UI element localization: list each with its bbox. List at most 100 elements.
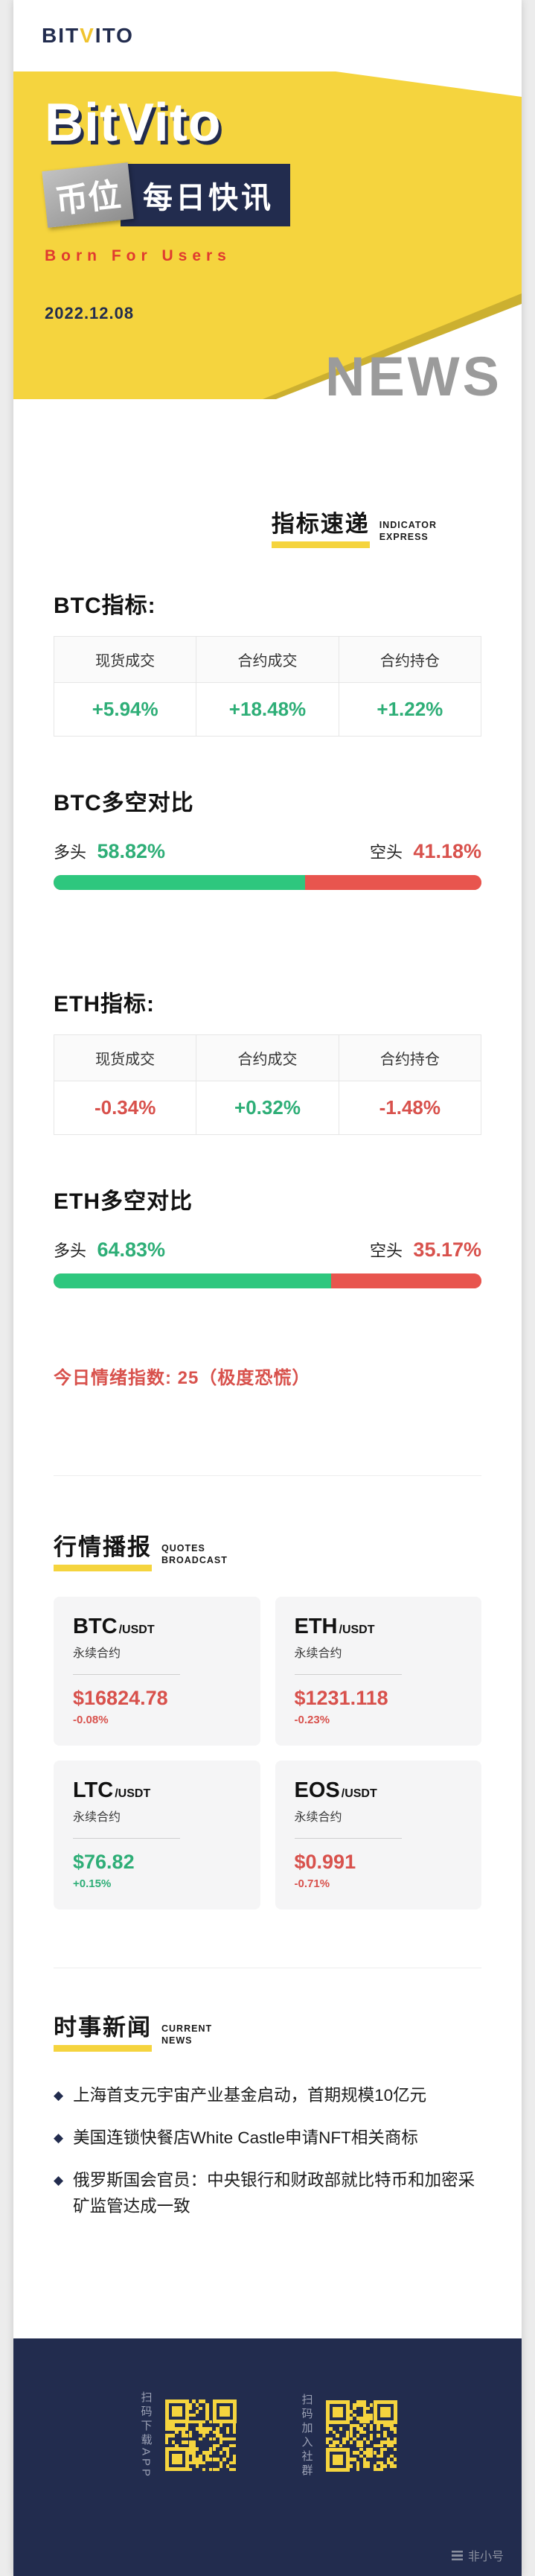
- table-value-cell: -0.34%: [53, 1081, 197, 1135]
- short-label: 空头: [369, 843, 403, 862]
- short-bar-segment: [330, 1273, 481, 1288]
- pair-change: -0.23%: [294, 1714, 330, 1726]
- logo-text-ito: ITO: [94, 24, 134, 47]
- logo-text-bit: BIT: [42, 24, 80, 47]
- pair-quote-currency: /USDT: [115, 1787, 151, 1800]
- short-value: 35.17%: [413, 1238, 481, 1261]
- qr-code-community: [325, 2400, 397, 2472]
- card-divider: [294, 1838, 402, 1839]
- feixiaohao-watermark: 非小号: [451, 2546, 504, 2564]
- eth-ratio-labels: 多头 64.83% 空头 35.17%: [54, 1238, 481, 1262]
- qr-download-group: 扫码下载APP: [138, 2391, 237, 2480]
- hero-banner: BitVito 币位 每日快讯 Born For Users 2022.12.0…: [13, 71, 522, 407]
- watermark-text: 非小号: [467, 2551, 504, 2563]
- pair-quote-currency: /USDT: [339, 1623, 375, 1636]
- table-header-cell: 合约成交: [196, 1034, 339, 1081]
- table-header-cell: 现货成交: [53, 1034, 197, 1081]
- top-bar: BITVITO: [13, 0, 522, 71]
- qr-finder-icon: [164, 2447, 189, 2472]
- issue-date: 2022.12.08: [45, 303, 135, 322]
- table-value-cell: -1.48%: [338, 1081, 482, 1135]
- short-side-label: 空头 41.18%: [370, 839, 481, 863]
- short-side-label: 空头 35.17%: [370, 1238, 481, 1262]
- diamond-bullet-icon: ◆: [54, 2088, 64, 2102]
- subtitle-line2: NEWS: [161, 2035, 193, 2046]
- long-bar-segment: [54, 875, 306, 890]
- section-header-indicator: 指标速递 INDICATOR EXPRESS: [54, 505, 481, 548]
- quote-card-eth: ETH /USDT 永续合约 $1231.118 -0.23%: [275, 1597, 481, 1746]
- contract-type: 永续合约: [73, 1647, 121, 1660]
- long-value: 58.82%: [97, 840, 166, 862]
- long-value: 64.83%: [97, 1238, 166, 1261]
- diamond-bullet-icon: ◆: [54, 2172, 64, 2187]
- qr-download-label: 扫码下载APP: [139, 2391, 153, 2480]
- table-value-cell: +1.22%: [338, 682, 482, 737]
- daily-news-badge: 每日快讯: [121, 163, 290, 226]
- subtitle-line2: BROADCAST: [161, 1554, 228, 1565]
- btc-long-short-bar: [54, 875, 481, 890]
- qr-code-download: [164, 2400, 237, 2472]
- paper-edge-wedge: [336, 71, 522, 97]
- eth-long-short-bar: [54, 1273, 481, 1288]
- footer: 扫码下载APP 扫码加入社群 非小号: [13, 2338, 522, 2576]
- pair-price: $76.82: [73, 1851, 135, 1873]
- main-content: 指标速递 INDICATOR EXPRESS BTC指标: 现货成交 合约成交 合…: [13, 399, 522, 2338]
- qr-finder-icon: [212, 2400, 237, 2424]
- brand-slogan: Born For Users: [45, 247, 231, 264]
- section-subtitle-en: QUOTES BROADCAST: [161, 1542, 228, 1572]
- long-label: 多头: [54, 843, 87, 862]
- table-header-cell: 合约持仓: [338, 1034, 482, 1081]
- quote-card-btc: BTC /USDT 永续合约 $16824.78 -0.08%: [54, 1597, 260, 1746]
- long-side-label: 多头 64.83%: [54, 1238, 165, 1262]
- section-header-news: 时事新闻 CURRENT NEWS: [54, 2009, 481, 2052]
- qr-finder-icon: [325, 2447, 350, 2472]
- pair-quote-currency: /USDT: [118, 1623, 155, 1636]
- news-item: ◆ 美国连锁快餐店White Castle申请NFT相关商标: [54, 2125, 481, 2152]
- card-divider: [73, 1674, 181, 1675]
- news-item: ◆ 上海首支元宇宙产业基金启动，首期规模10亿元: [54, 2083, 481, 2109]
- news-item-text: 美国连锁快餐店White Castle申请NFT相关商标: [73, 2128, 418, 2147]
- brand-title: BitVito: [45, 93, 222, 153]
- pair-price: $16824.78: [73, 1687, 168, 1709]
- title-badges: 币位 每日快讯: [42, 162, 522, 228]
- pair-heading: LTC /USDT: [73, 1778, 241, 1803]
- table-header-cell: 现货成交: [53, 636, 197, 683]
- long-side-label: 多头 58.82%: [54, 839, 165, 863]
- page-curl: [276, 304, 522, 399]
- pair-quote-currency: /USDT: [341, 1787, 377, 1800]
- table-header-cell: 合约成交: [196, 636, 339, 683]
- contract-type: 永续合约: [294, 1647, 342, 1660]
- qr-finder-icon: [325, 2400, 350, 2424]
- poster-card: BITVITO BitVito 币位 每日快讯 Born For Users 2…: [13, 0, 522, 2576]
- btc-ratio-labels: 多头 58.82% 空头 41.18%: [54, 839, 481, 863]
- table-value-cell: +5.94%: [53, 682, 197, 737]
- long-bar-segment: [54, 1273, 331, 1288]
- pair-price: $0.991: [294, 1851, 356, 1873]
- qr-community-group: 扫码加入社群: [299, 2394, 397, 2478]
- section-title-indicator: 指标速递: [271, 505, 370, 548]
- contract-type: 永续合约: [73, 1811, 121, 1824]
- bitvito-logo: BITVITO: [42, 24, 134, 48]
- pair-heading: BTC /USDT: [73, 1615, 241, 1639]
- feixiaohao-icon: [451, 2550, 463, 2560]
- sentiment-index: 今日情绪指数: 25（极度恐慌）: [54, 1368, 311, 1388]
- logo-letter-v: V: [80, 24, 95, 47]
- contract-type: 永续合约: [294, 1811, 342, 1824]
- brand-stamp-badge: 币位: [42, 162, 134, 228]
- subtitle-line1: INDICATOR: [379, 519, 437, 530]
- section-divider: [54, 1475, 481, 1476]
- subtitle-line2: EXPRESS: [379, 531, 429, 542]
- pair-heading: EOS /USDT: [295, 1778, 463, 1803]
- quote-cards-grid: BTC /USDT 永续合约 $16824.78 -0.08% ETH /USD…: [54, 1597, 481, 1909]
- section-title-quotes: 行情播报: [54, 1528, 152, 1571]
- card-divider: [294, 1674, 402, 1675]
- subtitle-line1: CURRENT: [161, 2023, 213, 2034]
- subtitle-line1: QUOTES: [161, 1542, 205, 1553]
- news-list: ◆ 上海首支元宇宙产业基金启动，首期规模10亿元 ◆ 美国连锁快餐店White …: [54, 2083, 481, 2220]
- news-item: ◆ 俄罗斯国会官员：中央银行和财政部就比特币和加密采矿监管达成一致: [54, 2168, 481, 2220]
- eth-indicator-title: ETH指标:: [54, 992, 155, 1017]
- section-subtitle-en: INDICATOR EXPRESS: [379, 519, 437, 549]
- news-item-text: 上海首支元宇宙产业基金启动，首期规模10亿元: [73, 2086, 427, 2105]
- card-divider: [73, 1838, 181, 1839]
- qr-community-label: 扫码加入社群: [300, 2393, 313, 2478]
